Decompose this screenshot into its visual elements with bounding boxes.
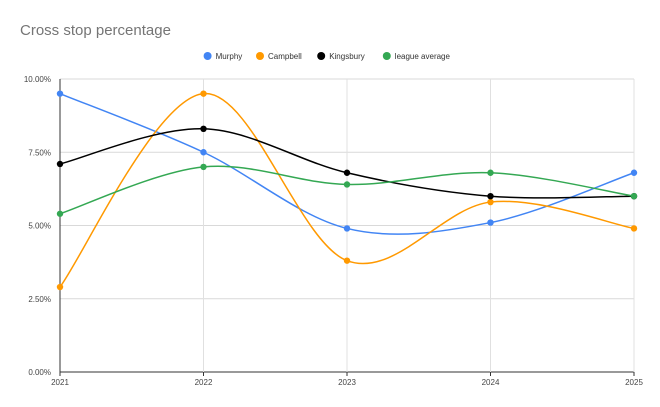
legend-item-kingsbury[interactable]: Kingsbury (317, 52, 365, 61)
series-campbell (56, 90, 638, 291)
legend-item-murphy[interactable]: Murphy (203, 52, 243, 61)
x-tick-label: 2021 (51, 378, 69, 387)
x-tick-label: 2022 (195, 378, 213, 387)
data-point[interactable] (200, 149, 207, 156)
y-tick-label: 7.50% (28, 148, 51, 157)
series-league-average (56, 163, 638, 217)
series-murphy (56, 90, 638, 235)
legend-item-league-average[interactable]: league average (382, 52, 451, 61)
data-point[interactable] (630, 193, 638, 200)
data-point[interactable] (56, 160, 64, 168)
data-point[interactable] (487, 219, 494, 226)
data-point[interactable] (343, 257, 351, 264)
legend-label: Campbell (268, 52, 302, 61)
data-point[interactable] (200, 125, 207, 133)
data-point[interactable] (487, 193, 494, 200)
y-axis: 0.00% 2.50% 5.00% 7.50% 10.00% (24, 75, 51, 377)
x-tick-label: 2023 (338, 378, 356, 387)
data-point[interactable] (487, 169, 494, 176)
data-point[interactable] (487, 198, 494, 206)
legend-label: league average (395, 52, 451, 61)
data-point[interactable] (343, 181, 351, 188)
data-point[interactable] (200, 90, 207, 97)
series-group (56, 90, 638, 291)
x-tick-label: 2024 (482, 378, 500, 387)
data-point[interactable] (343, 169, 351, 176)
legend-swatch (203, 52, 212, 60)
x-tick-label: 2025 (625, 378, 643, 387)
data-point[interactable] (630, 225, 638, 232)
legend-swatch (317, 52, 326, 60)
legend-swatch (256, 52, 264, 60)
y-tick-label: 5.00% (28, 222, 51, 231)
y-tick-label: 2.50% (28, 295, 51, 304)
data-point[interactable] (56, 90, 64, 97)
data-point[interactable] (343, 225, 351, 232)
data-point[interactable] (630, 169, 638, 176)
legend-label: Kingsbury (329, 52, 365, 61)
data-point[interactable] (56, 283, 64, 291)
data-point[interactable] (200, 163, 207, 171)
y-tick-label: 0.00% (28, 368, 51, 377)
legend-label: Murphy (216, 52, 243, 61)
legend-swatch (382, 52, 391, 60)
data-point[interactable] (56, 210, 64, 217)
legend: Murphy Campbell Kingsbury league average (203, 52, 451, 61)
y-tick-label: 10.00% (24, 75, 51, 84)
x-axis: 2021 2022 2023 2024 2025 (51, 79, 643, 387)
chart-title: Cross stop percentage (20, 22, 171, 39)
series-line (59, 92, 635, 288)
legend-item-campbell[interactable]: Campbell (256, 52, 302, 61)
